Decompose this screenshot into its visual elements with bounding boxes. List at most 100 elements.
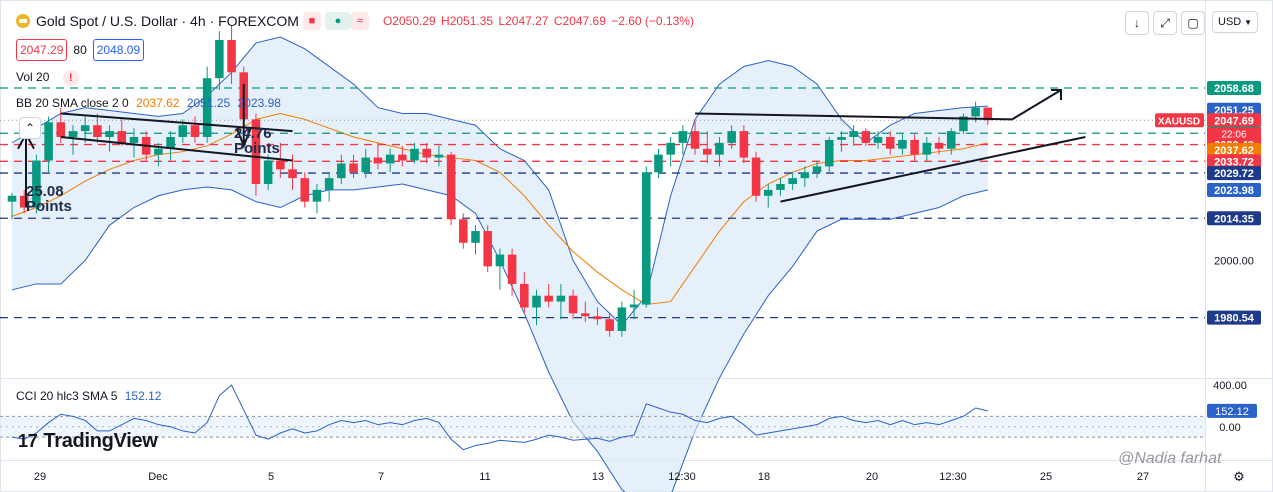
- market-status-icon[interactable]: ●: [324, 12, 351, 30]
- wave-icon[interactable]: ≈: [350, 12, 369, 30]
- price-label-box: [1207, 142, 1261, 157]
- download-button[interactable]: ↓: [1125, 11, 1149, 35]
- bb-basis-value: 2037.62: [136, 96, 180, 110]
- candle-body: [934, 142, 944, 149]
- expand-icon: ⤢: [1160, 15, 1170, 30]
- bb-lower-value: 2023.98: [237, 96, 281, 110]
- x-tick-label: 11: [479, 471, 490, 483]
- trendline: [1011, 89, 1062, 121]
- ohlc-open: O2050.29: [382, 14, 436, 28]
- price-label-box: [1207, 310, 1261, 325]
- candle-body: [7, 195, 17, 202]
- fullscreen-button[interactable]: ⤢: [1153, 11, 1177, 35]
- x-tick-label: 7: [378, 471, 384, 483]
- candle-body: [300, 178, 310, 202]
- price-label: 2047.69: [1214, 115, 1254, 127]
- cci-tick-label: 400.00: [1213, 380, 1247, 392]
- collapse-legend-button[interactable]: ⌃: [19, 117, 41, 139]
- candle-body: [642, 172, 651, 305]
- candle-body: [666, 142, 675, 155]
- trendline: [60, 112, 293, 133]
- candle-body: [166, 136, 175, 149]
- candle-body: [617, 307, 627, 331]
- cci-legend[interactable]: CCI 20 hlc3 SMA 5 152.12: [16, 389, 161, 403]
- price-label: 2058.68: [1214, 83, 1254, 95]
- bb-label: BB 20 SMA close 2 0: [16, 96, 129, 110]
- chevron-down-icon: ▼: [1244, 17, 1252, 27]
- watermark-text: TradingView: [43, 430, 158, 452]
- volume-legend[interactable]: Vol 20 !: [16, 70, 79, 86]
- candle-body: [361, 157, 370, 173]
- bb-legend[interactable]: BB 20 SMA close 2 0 2037.62 2051.25 2023…: [16, 96, 281, 110]
- candle-body: [312, 189, 322, 202]
- candle-body: [495, 254, 505, 267]
- flag-icon[interactable]: ■: [302, 12, 321, 30]
- arrow-down-icon: ↓: [1134, 16, 1140, 30]
- candle-body: [117, 131, 127, 143]
- candle-body: [154, 148, 163, 155]
- candle-body: [776, 184, 785, 190]
- x-tick-label: 12:30: [939, 471, 967, 483]
- candle-body: [812, 166, 822, 173]
- currency-select[interactable]: USD ▼: [1212, 11, 1258, 33]
- cci-value: 152.12: [124, 389, 162, 403]
- trendline: [780, 136, 1086, 203]
- symbol-tag: XAUUSD: [1158, 116, 1200, 127]
- cci-value-label: 152.12: [1215, 406, 1249, 418]
- candle-body: [263, 160, 273, 185]
- candle-body: [227, 40, 236, 73]
- price-label-box: [1207, 80, 1261, 95]
- mid-points-annotation: 24.76 Points: [234, 126, 280, 156]
- candle-body: [32, 160, 41, 208]
- candle-body: [861, 131, 871, 143]
- down-arrow-icon: [235, 84, 252, 149]
- chart-header: Gold Spot / U.S. Dollar · 4h · FOREXCOM …: [16, 8, 696, 34]
- candle-body: [459, 219, 468, 243]
- candle-body: [959, 116, 968, 132]
- candle-body: [824, 139, 834, 167]
- symbol-tag-box: [1155, 113, 1204, 128]
- candle-body: [324, 178, 334, 190]
- candle-body: [129, 136, 139, 143]
- cci-tick-label: 0.00: [1219, 422, 1240, 434]
- candle-body: [751, 157, 761, 196]
- chevron-up-icon: ⌃: [24, 121, 36, 135]
- bid-price-button[interactable]: 2047.29: [16, 39, 68, 61]
- ohlc-readout: O2050.29 H2051.35 L2047.27 C2047.69 −2.6…: [383, 14, 696, 28]
- x-tick-label: 25: [1040, 471, 1052, 483]
- ask-price-button[interactable]: 2048.09: [92, 39, 145, 61]
- price-label: 1980.54: [1214, 313, 1255, 325]
- candle-body: [337, 163, 346, 179]
- warning-icon[interactable]: !: [62, 70, 79, 86]
- candle-body: [605, 319, 614, 331]
- candle-body: [532, 295, 541, 308]
- candle-body: [971, 107, 980, 117]
- candle-body: [80, 125, 90, 132]
- volume-label: Vol 20: [16, 70, 50, 84]
- candle-body: [349, 163, 358, 173]
- candle-body: [276, 160, 285, 170]
- price-label-box: [1207, 113, 1261, 128]
- spread-value: 80: [73, 43, 87, 57]
- candle-body: [873, 136, 883, 143]
- ohlc-change: −2.60 (−0.13%): [611, 14, 694, 28]
- candle-body: [483, 231, 492, 267]
- left-points-value: 25.08: [26, 183, 64, 200]
- candle-body: [105, 131, 114, 137]
- x-tick-label: 20: [866, 471, 878, 483]
- candle-body: [19, 195, 29, 208]
- candle-body: [800, 172, 810, 179]
- tradingview-watermark: 17 TradingView: [18, 430, 158, 453]
- x-tick-label: 18: [758, 471, 770, 483]
- candle-body: [446, 154, 456, 220]
- candle-body: [910, 139, 919, 155]
- candle-body: [202, 78, 212, 137]
- candle-body: [739, 131, 749, 158]
- mid-points-unit: Points: [234, 140, 280, 157]
- candle-body: [215, 40, 224, 79]
- symbol-title[interactable]: Gold Spot / U.S. Dollar · 4h · FOREXCOM: [36, 13, 299, 29]
- tradingview-logo-icon: 17: [18, 431, 38, 451]
- settings-gear-icon[interactable]: ⚙: [1233, 470, 1245, 485]
- snapshot-button[interactable]: ▢: [1181, 11, 1205, 35]
